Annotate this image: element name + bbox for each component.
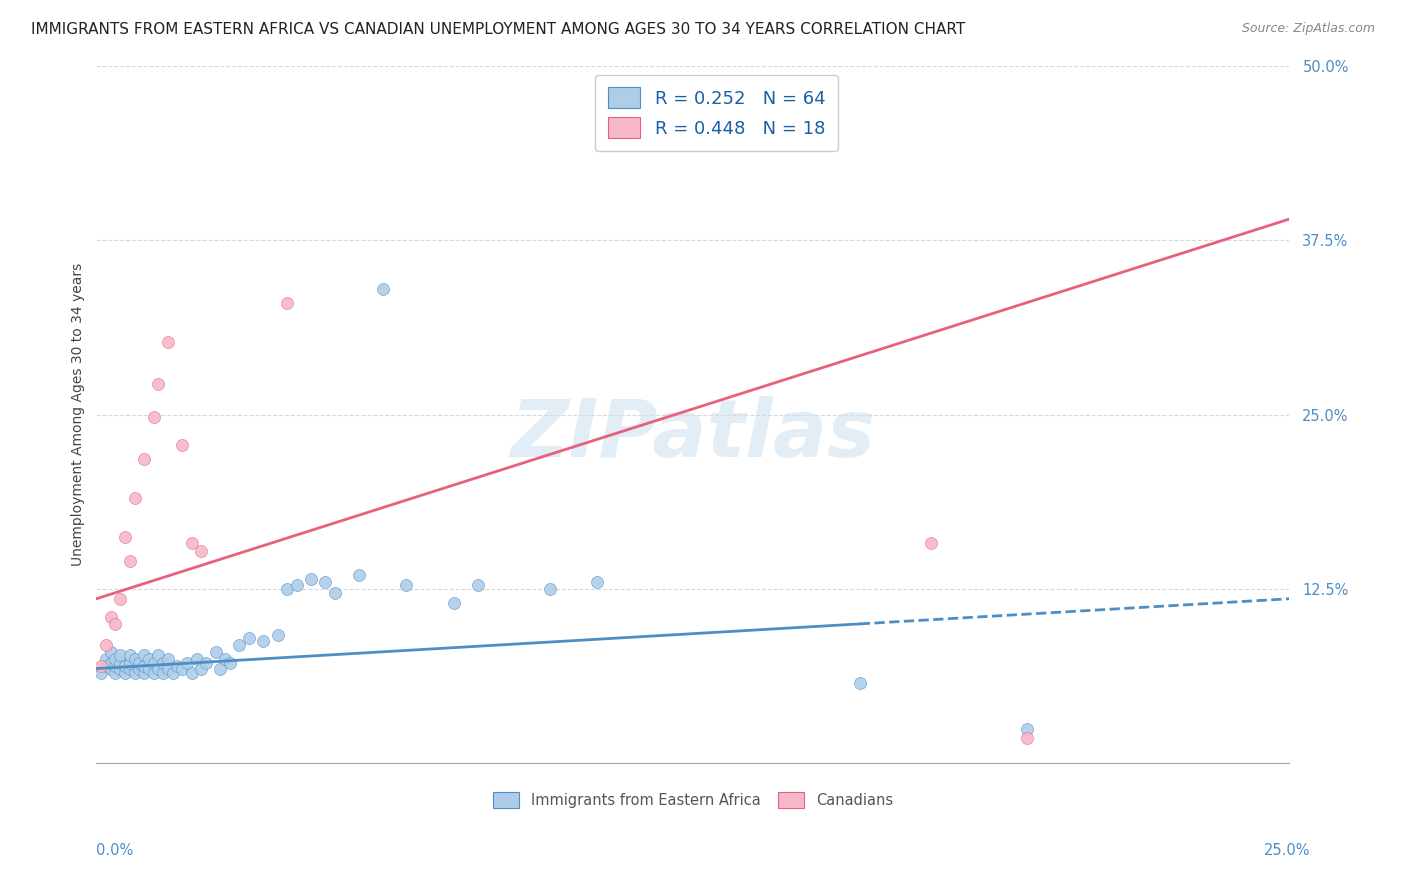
Point bbox=[156, 662, 179, 676]
Point bbox=[285, 578, 308, 592]
Point bbox=[252, 633, 274, 648]
Y-axis label: Unemployment Among Ages 30 to 34 years: Unemployment Among Ages 30 to 34 years bbox=[72, 263, 86, 566]
Point bbox=[166, 658, 188, 673]
Point bbox=[118, 648, 141, 662]
Point bbox=[108, 656, 131, 670]
Point bbox=[90, 658, 112, 673]
Point bbox=[238, 631, 260, 645]
Point bbox=[128, 662, 150, 676]
Point bbox=[118, 554, 141, 568]
Point bbox=[538, 582, 561, 596]
Point bbox=[100, 610, 122, 624]
Legend: Immigrants from Eastern Africa, Canadians: Immigrants from Eastern Africa, Canadian… bbox=[485, 785, 900, 815]
Text: ZIPatlas: ZIPatlas bbox=[510, 396, 876, 475]
Point bbox=[1015, 731, 1038, 746]
Point bbox=[180, 536, 202, 550]
Point bbox=[152, 665, 174, 680]
Point bbox=[172, 662, 194, 676]
Point bbox=[180, 665, 202, 680]
Point bbox=[443, 596, 465, 610]
Point bbox=[132, 648, 155, 662]
Point bbox=[314, 574, 336, 589]
Point bbox=[128, 656, 150, 670]
Point bbox=[94, 658, 117, 673]
Text: IMMIGRANTS FROM EASTERN AFRICA VS CANADIAN UNEMPLOYMENT AMONG AGES 30 TO 34 YEAR: IMMIGRANTS FROM EASTERN AFRICA VS CANADI… bbox=[31, 22, 965, 37]
Point bbox=[132, 665, 155, 680]
Point bbox=[138, 652, 160, 666]
Point bbox=[142, 656, 165, 670]
Point bbox=[299, 572, 322, 586]
Point bbox=[148, 648, 170, 662]
Point bbox=[100, 656, 122, 670]
Point bbox=[124, 652, 146, 666]
Point bbox=[114, 530, 136, 544]
Point bbox=[276, 296, 298, 310]
Point bbox=[209, 662, 232, 676]
Point bbox=[108, 662, 131, 676]
Point bbox=[104, 665, 127, 680]
Point bbox=[347, 568, 370, 582]
Point bbox=[114, 658, 136, 673]
Text: 0.0%: 0.0% bbox=[96, 843, 132, 858]
Point bbox=[1015, 722, 1038, 736]
Point bbox=[204, 645, 226, 659]
Point bbox=[228, 638, 250, 652]
Point bbox=[156, 334, 179, 349]
Point bbox=[371, 282, 394, 296]
Point bbox=[104, 652, 127, 666]
Point bbox=[195, 656, 218, 670]
Point bbox=[172, 438, 194, 452]
Point bbox=[94, 652, 117, 666]
Point bbox=[467, 578, 489, 592]
Point bbox=[152, 656, 174, 670]
Point bbox=[190, 544, 212, 558]
Point bbox=[156, 652, 179, 666]
Point bbox=[104, 658, 127, 673]
Point bbox=[276, 582, 298, 596]
Point bbox=[108, 591, 131, 606]
Text: Source: ZipAtlas.com: Source: ZipAtlas.com bbox=[1241, 22, 1375, 36]
Point bbox=[104, 616, 127, 631]
Point bbox=[124, 665, 146, 680]
Point bbox=[190, 662, 212, 676]
Point bbox=[219, 656, 242, 670]
Point bbox=[395, 578, 418, 592]
Point bbox=[118, 656, 141, 670]
Point bbox=[266, 628, 288, 642]
Point bbox=[920, 536, 942, 550]
Point bbox=[94, 638, 117, 652]
Point bbox=[132, 452, 155, 467]
Point bbox=[176, 656, 198, 670]
Point bbox=[142, 665, 165, 680]
Point bbox=[848, 675, 870, 690]
Point bbox=[90, 665, 112, 680]
Point bbox=[586, 574, 609, 589]
Point bbox=[100, 662, 122, 676]
Point bbox=[323, 586, 346, 600]
Point bbox=[108, 648, 131, 662]
Point bbox=[114, 665, 136, 680]
Point bbox=[162, 665, 184, 680]
Text: 25.0%: 25.0% bbox=[1264, 843, 1310, 858]
Point bbox=[186, 652, 208, 666]
Point bbox=[138, 662, 160, 676]
Point bbox=[148, 662, 170, 676]
Point bbox=[148, 376, 170, 391]
Point bbox=[124, 491, 146, 506]
Point bbox=[118, 662, 141, 676]
Point bbox=[100, 645, 122, 659]
Point bbox=[132, 658, 155, 673]
Point bbox=[214, 652, 236, 666]
Point bbox=[142, 410, 165, 425]
